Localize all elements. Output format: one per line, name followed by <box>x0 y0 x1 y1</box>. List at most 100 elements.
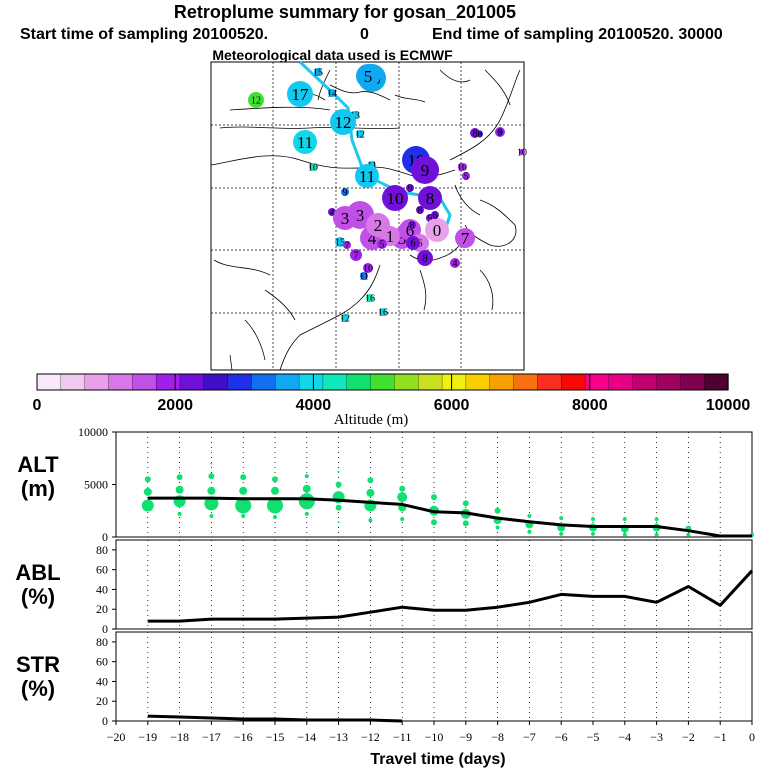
y-tick-label: 60 <box>96 563 108 577</box>
altitude-scatter-point <box>209 514 214 518</box>
map-dot <box>408 221 416 229</box>
map-dot-label: 5 <box>464 172 469 183</box>
y-tick-label: 60 <box>96 655 108 669</box>
coastlines <box>210 69 521 371</box>
series-line-str <box>147 714 403 723</box>
map-dot-label: 7 <box>354 251 359 262</box>
x-tick-label: −10 <box>425 730 444 744</box>
panel-ylabel-unit: (%) <box>21 676 55 701</box>
map-dot <box>356 130 364 138</box>
map-dot <box>314 68 322 76</box>
altitude-scatter-point <box>304 474 309 479</box>
colorbar-cell <box>275 373 300 391</box>
map-dot-label: 3 <box>341 209 350 228</box>
altitude-scatter-point <box>654 517 659 522</box>
altitude-scatter-point <box>335 481 342 488</box>
x-tick-label: −4 <box>618 730 631 744</box>
altitude-scatter-point <box>591 531 595 536</box>
map-dot <box>455 228 475 248</box>
altitude-scatter-point <box>235 497 252 514</box>
map-dot-label: 12 <box>355 130 365 141</box>
map-dot-label: 17 <box>292 85 310 104</box>
panel-alt: 0 5000 10000 ALT(m) <box>17 425 754 544</box>
map-dot-label: 8 <box>423 254 428 265</box>
panel-ylabel-unit: (m) <box>21 476 55 501</box>
altitude-scatter-point <box>462 520 469 527</box>
altitude-scatter-point <box>176 474 183 481</box>
map-dot-label: 8 <box>473 129 478 140</box>
map-dot-label: 13 <box>350 111 360 122</box>
altitude-scatter-point <box>241 514 246 518</box>
map-dot-label: 10 <box>517 148 527 159</box>
start-time-label: Start time of sampling 20100520. <box>20 26 269 43</box>
altitude-scatter-point <box>208 473 215 480</box>
y-tick-label: 80 <box>96 635 108 649</box>
altitude-scatter-point <box>431 519 437 526</box>
map-dot-label: 10 <box>308 163 318 174</box>
map-dot <box>341 314 349 322</box>
map-dot-label: 11 <box>359 167 375 186</box>
map-dot <box>450 258 460 268</box>
x-tick-label: −5 <box>587 730 600 744</box>
map-dot-label: 8 <box>426 189 435 208</box>
x-axis-label: Travel time (days) <box>370 751 505 768</box>
x-tick-label: −16 <box>234 730 253 744</box>
met-data-label: Meteorological data used is ECMWF <box>212 47 453 63</box>
map-dot <box>335 237 345 247</box>
map-dot-label: 9 <box>428 214 433 225</box>
y-tick-label: 0 <box>102 622 108 636</box>
colorbar-cell <box>394 373 419 391</box>
colorbar-cell <box>608 373 634 391</box>
x-tick-label: −8 <box>491 730 504 744</box>
map-dot <box>406 236 420 250</box>
map-dot <box>341 188 349 196</box>
y-tick-label: 40 <box>96 582 108 596</box>
map-dot-label: 8 <box>418 206 423 217</box>
map-dot <box>328 89 336 97</box>
x-tick-label: −1 <box>714 730 727 744</box>
x-tick-label: −12 <box>361 730 380 744</box>
colorbar: 0 2000 4000 6000 8000 10000 Altitude (m) <box>33 373 750 428</box>
map-dot <box>425 218 449 242</box>
altitude-scatter-point <box>654 532 659 537</box>
map-dot-label: 7 <box>461 229 470 248</box>
colorbar-tick-label: 2000 <box>157 397 193 414</box>
x-tick-label: −14 <box>297 730 316 744</box>
map-dot-label: 6 <box>406 221 415 240</box>
colorbar-tick-label: 8000 <box>572 397 608 414</box>
map-dot <box>462 172 470 180</box>
y-tick-label: 20 <box>96 602 108 616</box>
map-dot <box>431 211 439 219</box>
map-dot-label: 12 <box>251 96 261 107</box>
map-dot-label: 1 <box>386 227 395 246</box>
map-dot <box>343 241 351 249</box>
map-dot <box>330 109 356 135</box>
x-tick-label: −11 <box>393 730 411 744</box>
map-dot-label: 9 <box>408 184 413 195</box>
altitude-scatter-point <box>273 515 277 520</box>
altitude-scatter-point <box>559 516 564 521</box>
altitude-scatter-point <box>559 531 564 536</box>
colorbar-cell <box>561 373 586 391</box>
y-tick-label: 20 <box>96 694 108 708</box>
map-dot <box>418 186 442 210</box>
x-tick-label: −6 <box>555 730 568 744</box>
altitude-scatter-point <box>141 499 154 512</box>
map-dot <box>382 185 408 211</box>
altitude-scatter-point <box>239 486 248 495</box>
map-dot <box>377 239 387 249</box>
altitude-scatter-point <box>622 517 627 522</box>
map-dot <box>309 163 317 171</box>
colorbar-tick-label: 4000 <box>296 397 332 414</box>
altitude-scatter-point <box>207 486 216 495</box>
colorbar-tick-label: 0 <box>33 397 42 414</box>
altitude-scatter-point <box>686 532 691 537</box>
panel-ylabel-name: ALT <box>17 452 59 477</box>
map-dot-label: 5 <box>398 229 407 248</box>
colorbar-cell <box>680 373 705 391</box>
altitude-scatter-point <box>143 487 152 496</box>
map-dot-label: 9 <box>421 161 430 180</box>
x-tick-label: −15 <box>266 730 285 744</box>
